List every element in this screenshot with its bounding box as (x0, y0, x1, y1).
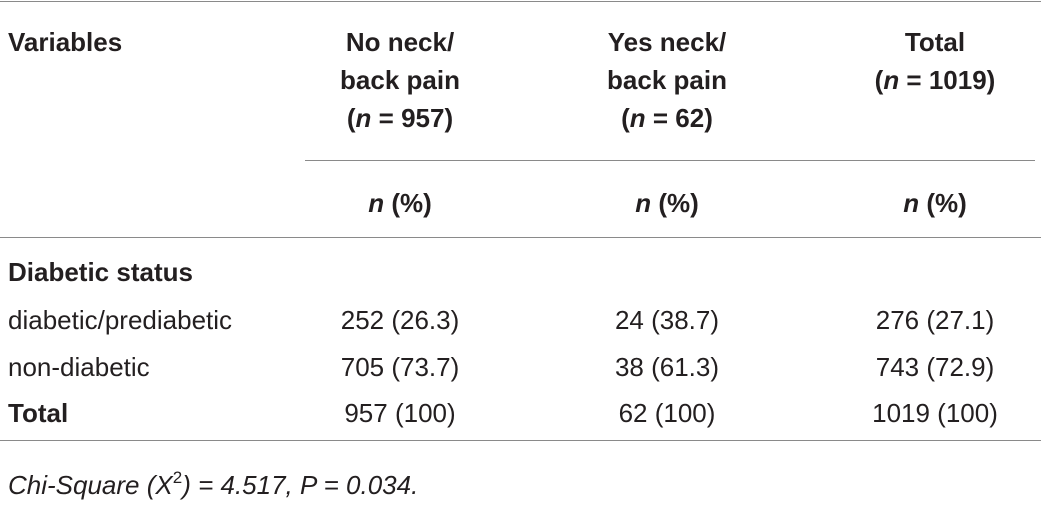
table-cell: 38 (61.3) (614, 352, 720, 382)
table-cell: 62 (100) (618, 398, 716, 428)
text-run: (%) (651, 188, 699, 218)
table-cell: 24 (38.7) (614, 305, 720, 335)
rule (0, 1, 1041, 2)
header-line: (n = 62) (527, 99, 807, 137)
table-cell: 276 (27.1) (875, 305, 995, 335)
text-run: Chi-Square (X (8, 470, 173, 500)
rule (0, 237, 1041, 238)
text-run: = 62) (645, 103, 713, 133)
text-run: Variables (8, 27, 123, 57)
header-line: Yes neck/ (527, 23, 807, 61)
text-run: = 957) (371, 103, 454, 133)
rule (305, 160, 1035, 161)
header-line: back pain (527, 61, 807, 99)
subheader-cell: n (%) (527, 184, 807, 222)
header-line: Variables (8, 23, 122, 61)
subheader-cell: n (%) (260, 184, 540, 222)
header-line: No neck/ (260, 23, 540, 61)
text-run: Yes neck/ (607, 27, 727, 57)
text-run: = 1019) (899, 65, 996, 95)
header-cell: Yes neck/back pain (n = 62) (527, 23, 807, 137)
header-cell: Total (n = 1019) (795, 23, 1041, 99)
text-run: ) = 4.517, P = 0.034. (182, 470, 419, 500)
footnote: Chi-Square (X2) = 4.517, P = 0.034. (8, 466, 418, 504)
italic-run: n (635, 188, 652, 218)
text-run: Total (904, 27, 966, 57)
header-line: (n = 1019) (795, 61, 1041, 99)
header-cell: No neck/back pain (n = 957) (260, 23, 540, 137)
text-run: No neck/ (345, 27, 455, 57)
table-cell: 1019 (100) (872, 398, 998, 428)
italic-run: n (355, 103, 372, 133)
text-run: ( (874, 65, 884, 95)
italic-run: n (629, 103, 646, 133)
table-cell: 705 (73.7) (340, 352, 460, 382)
section-label: Diabetic status (8, 257, 193, 287)
italic-run: n (368, 188, 385, 218)
header-cell: Variables (8, 23, 122, 61)
subheader-cell: n (%) (795, 184, 1041, 222)
text-run: back pain (607, 65, 727, 95)
text-run: ( (346, 103, 356, 133)
italic-run: n (883, 65, 900, 95)
italic-run: n (903, 188, 920, 218)
table-cell: 252 (26.3) (340, 305, 460, 335)
table-cell: Total (8, 398, 69, 428)
header-line: Total (795, 23, 1041, 61)
rule (0, 440, 1041, 441)
header-line: back pain (260, 61, 540, 99)
text-run: (%) (384, 188, 432, 218)
table-cell: non-diabetic (8, 352, 150, 382)
table-cell: diabetic/prediabetic (8, 305, 233, 335)
text-run: back pain (340, 65, 460, 95)
text-run: (%) (919, 188, 967, 218)
superscript: 2 (172, 468, 183, 487)
table-cell: 743 (72.9) (875, 352, 995, 382)
text-run: ( (621, 103, 630, 133)
header-line: (n = 957) (260, 99, 540, 137)
table-cell: 957 (100) (344, 398, 456, 428)
